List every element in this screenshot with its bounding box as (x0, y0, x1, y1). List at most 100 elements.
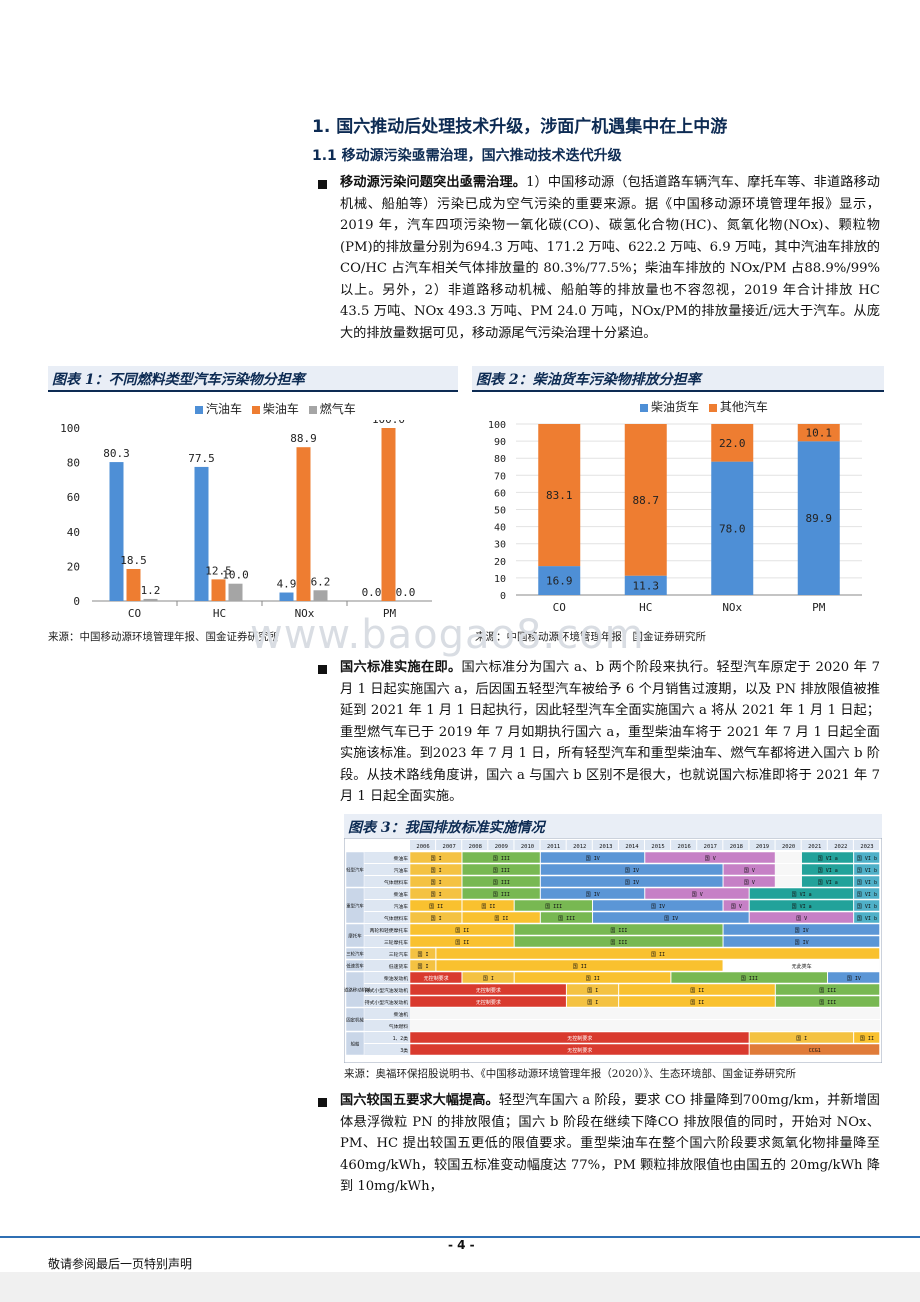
stage-segment (435, 959, 724, 972)
year-header: 2014 (625, 844, 639, 850)
year-header-cell (801, 840, 827, 850)
stage-segment (514, 899, 593, 912)
stage-segment (853, 1031, 880, 1044)
year-header: 2022 (834, 844, 847, 850)
stage-segment (723, 935, 880, 948)
row-label: 汽油车 (394, 867, 409, 874)
row-label-cell (346, 912, 410, 923)
stage-segment (409, 863, 462, 876)
row-label: 非手持式小型汽油发动机 (355, 987, 408, 994)
year-header: 2009 (495, 844, 508, 850)
year-header: 2011 (547, 844, 560, 850)
y-tick-label: 20 (494, 557, 506, 568)
row-label-cell (346, 888, 410, 899)
group-label: 重型汽车 (346, 903, 364, 910)
row-label: 柴油机 (394, 1011, 409, 1018)
stage-segment (514, 935, 724, 948)
stage-label: 无控制要求 (567, 1047, 592, 1054)
stage-segment (853, 851, 880, 864)
stage-segment (409, 995, 567, 1008)
legend-gasoline: 汽油车 (195, 402, 242, 416)
stage-segment (409, 851, 462, 864)
stage-segment (853, 887, 880, 900)
row-label-cell (346, 1020, 410, 1031)
row-label-cell (346, 936, 410, 947)
stage-label: 国 III (819, 1000, 836, 1006)
legend-diesel-truck: 柴油货车 (640, 400, 699, 414)
y-tick-label: 0 (73, 595, 80, 608)
data-label: 0.0 (362, 586, 382, 599)
paragraph-1-text: 1）中国移动源（包括道路车辆汽车、摩托车等、非道路移动机械、船舶等）污染已成为空… (340, 175, 880, 341)
data-label: 100.0 (372, 420, 405, 426)
year-header-cell (775, 840, 801, 850)
group-label: 轻型汽车 (346, 867, 364, 874)
stage-label: 国 II (494, 916, 508, 922)
stage-label: 国 II (651, 952, 665, 958)
stage-label: 国 I (587, 988, 598, 994)
stage-segment (435, 947, 880, 960)
row-label-cell (346, 972, 410, 983)
section-heading: 1. 国六推动后处理技术升级，涉面广机遇集中在上中游 (312, 117, 728, 137)
stage-label: 国 IV (586, 892, 600, 898)
stage-label: 国 IV (795, 928, 809, 934)
disclaimer-note: 敬请参阅最后一页特别声明 (48, 1257, 193, 1271)
paragraph-3-text: 轻型汽车国六 a 阶段，要求 CO 排量降到700mg/km，并新增固体悬浮微粒… (340, 1093, 880, 1194)
row-label: 柴油发动机 (384, 975, 408, 982)
stage-segment (409, 1043, 750, 1056)
stage-segment (801, 875, 854, 888)
year-header-cell (410, 840, 436, 850)
year-header: 2013 (599, 844, 612, 850)
bar (194, 466, 209, 601)
stage-label: 国 IV (586, 856, 600, 862)
figure-3-title: 图表 3：我国排放标准实施情况 (348, 820, 545, 836)
stage-label: 国 III (493, 880, 510, 886)
data-label: 6.2 (311, 575, 331, 588)
data-label: 12.5 (205, 564, 232, 577)
stage-segment (540, 863, 724, 876)
stage-label: 国 IV (651, 904, 665, 910)
row-label-cell (346, 984, 410, 995)
stage-segment (540, 875, 724, 888)
stage-label: 无控制要求 (476, 999, 501, 1006)
year-header: 2016 (678, 844, 691, 850)
year-header-cell (749, 840, 775, 850)
stage-segment (853, 875, 880, 888)
stage-label: 国 IV (664, 916, 678, 922)
stage-label: 国 III (610, 940, 627, 946)
data-label: 22.0 (719, 437, 746, 450)
bar-segment (711, 424, 754, 462)
x-tick-label: HC (213, 607, 226, 620)
group-label-cell (345, 1031, 365, 1056)
y-tick-label: 100 (60, 422, 80, 435)
bar (228, 583, 243, 601)
row-label: 三轮摩托车 (384, 939, 408, 946)
stage-label: 国 II (860, 1036, 874, 1042)
stage-segment (749, 899, 854, 912)
data-label: 83.1 (546, 489, 573, 502)
year-header: 2023 (860, 844, 873, 850)
figure-1-header: 图表 1：不同燃料类型汽车污染物分担率 (48, 366, 458, 392)
stage-segment (409, 923, 515, 936)
stage-segment (749, 887, 854, 900)
row-label: 气体燃料 (389, 1023, 408, 1030)
stage-segment (749, 1043, 880, 1056)
figure-1-chart: 0 20 40 60 80 100 CO 80.3 18.5 1.2 HC 77.5 12.510.0 N… (60, 420, 432, 620)
figure-3-standards-table: 2006 2007 2008 2009 2010 2011 2012 2013 2014 2015… (344, 838, 882, 1063)
stage-label: 国 III (558, 916, 575, 922)
group-label: 船舶 (351, 1041, 360, 1048)
year-header-cell (671, 840, 697, 850)
stage-label: 国 V (705, 856, 716, 862)
stage-label: 国 II (690, 988, 704, 994)
data-label: 0.0 (396, 586, 416, 599)
stage-segment (723, 875, 776, 888)
bullet-icon (318, 665, 327, 674)
bar (381, 428, 396, 601)
stage-segment (566, 983, 619, 996)
legend-swatch-icon (308, 405, 317, 414)
year-header-cell (436, 840, 462, 850)
row-label: 3类 (400, 1047, 408, 1054)
paragraph-2-lead: 国六标准实施在即。 (340, 660, 462, 675)
row-label: 柴油车 (394, 891, 409, 898)
row-label-cell (346, 852, 410, 863)
stage-segment (853, 911, 880, 924)
